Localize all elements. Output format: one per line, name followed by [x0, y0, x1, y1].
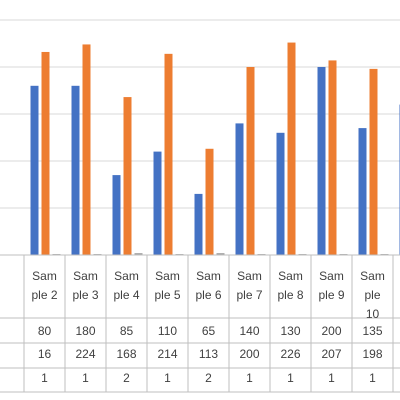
bars [30, 42, 400, 256]
data-table-text: Sam ple 2 Sam ple 3 Sam ple 4 Sam ple 5 Sam ple 6… [31, 269, 385, 385]
category-label-line: Sam [278, 269, 303, 283]
category-label-line: Sam [237, 269, 262, 283]
bar-series-2-1 [41, 51, 50, 256]
category-label-line: ple 8 [277, 288, 303, 302]
category-label-line: ple 7 [236, 288, 262, 302]
bar-series-2-4 [164, 53, 173, 256]
table-value: 1 [41, 371, 48, 385]
bar-series-2-7 [287, 42, 296, 256]
table-value: 85 [120, 324, 134, 338]
table-value: 140 [239, 324, 259, 338]
table-value: 130 [280, 324, 300, 338]
table-value: 207 [321, 347, 341, 361]
bar-series-2-5 [205, 148, 214, 255]
bar-series-1-8 [317, 67, 326, 255]
table-value: 168 [116, 347, 136, 361]
table-value: 200 [321, 324, 341, 338]
table-value: 110 [158, 324, 177, 338]
table-value: 65 [202, 324, 216, 338]
category-label-line: ple 4 [113, 288, 139, 302]
table-value: 135 [362, 324, 382, 338]
table-value: 113 [199, 347, 218, 361]
bar-series-3-3 [134, 253, 143, 255]
category-label: Sam ple 2 [31, 269, 57, 302]
table-value: 198 [362, 347, 382, 361]
bar-series-2-9 [369, 68, 378, 255]
bar-series-1-7 [276, 132, 285, 255]
table-value: 214 [157, 347, 177, 361]
bar-series-1-5 [194, 193, 203, 255]
category-label-line: Sam [196, 269, 221, 283]
category-label-line: 10 [366, 307, 380, 321]
category-label-line: Sam [155, 269, 180, 283]
category-label: Sam ple 3 [72, 269, 98, 302]
table-value: 80 [38, 324, 52, 338]
table-value: 224 [75, 347, 95, 361]
category-label-line: ple [364, 288, 380, 302]
category-label: Sam ple 5 [154, 269, 180, 302]
table-value: 1 [82, 371, 89, 385]
gridlines [0, 19, 400, 209]
category-label: Sam ple 9 [318, 269, 344, 302]
category-label-line: ple 9 [318, 288, 344, 302]
data-table-grid [0, 254, 400, 393]
table-value: 226 [280, 347, 300, 361]
bar-series-3-5 [216, 253, 225, 255]
table-value: 1 [328, 371, 335, 385]
bar-series-2-6 [246, 67, 255, 255]
category-label-line: ple 5 [154, 288, 180, 302]
table-value: 200 [239, 347, 259, 361]
category-label-line: Sam [73, 269, 98, 283]
bar-series-1-1 [30, 85, 39, 255]
table-value: 2 [205, 371, 212, 385]
category-label-line: Sam [114, 269, 139, 283]
category-label-line: ple 6 [195, 288, 221, 302]
table-value: 16 [38, 347, 52, 361]
category-label: Sam ple 4 [113, 269, 139, 302]
bar-series-1-4 [153, 151, 162, 255]
bar-series-2-2 [82, 44, 91, 255]
category-label-line: Sam [32, 269, 57, 283]
bar-series-1-2 [71, 85, 80, 255]
category-label-line: Sam [360, 269, 385, 283]
table-value: 1 [369, 371, 376, 385]
table-value: 2 [123, 371, 130, 385]
category-label: Sam ple 8 [277, 269, 303, 302]
table-value: 180 [75, 324, 95, 338]
bar-series-1-6 [235, 123, 244, 256]
table-value: 1 [287, 371, 294, 385]
category-label-line: Sam [319, 269, 344, 283]
bar-series-1-3 [112, 175, 121, 255]
category-label-line: ple 3 [72, 288, 98, 302]
bar-series-1-9 [358, 128, 367, 255]
bar-series-2-3 [123, 97, 132, 255]
category-label: Sam ple 6 [195, 269, 221, 302]
table-value: 1 [164, 371, 171, 385]
category-label-line: ple 2 [31, 288, 57, 302]
table-value: 1 [246, 371, 253, 385]
category-label: Sam ple 10 [360, 269, 385, 321]
category-label: Sam ple 7 [236, 269, 262, 302]
bar-series-2-8 [328, 60, 337, 255]
